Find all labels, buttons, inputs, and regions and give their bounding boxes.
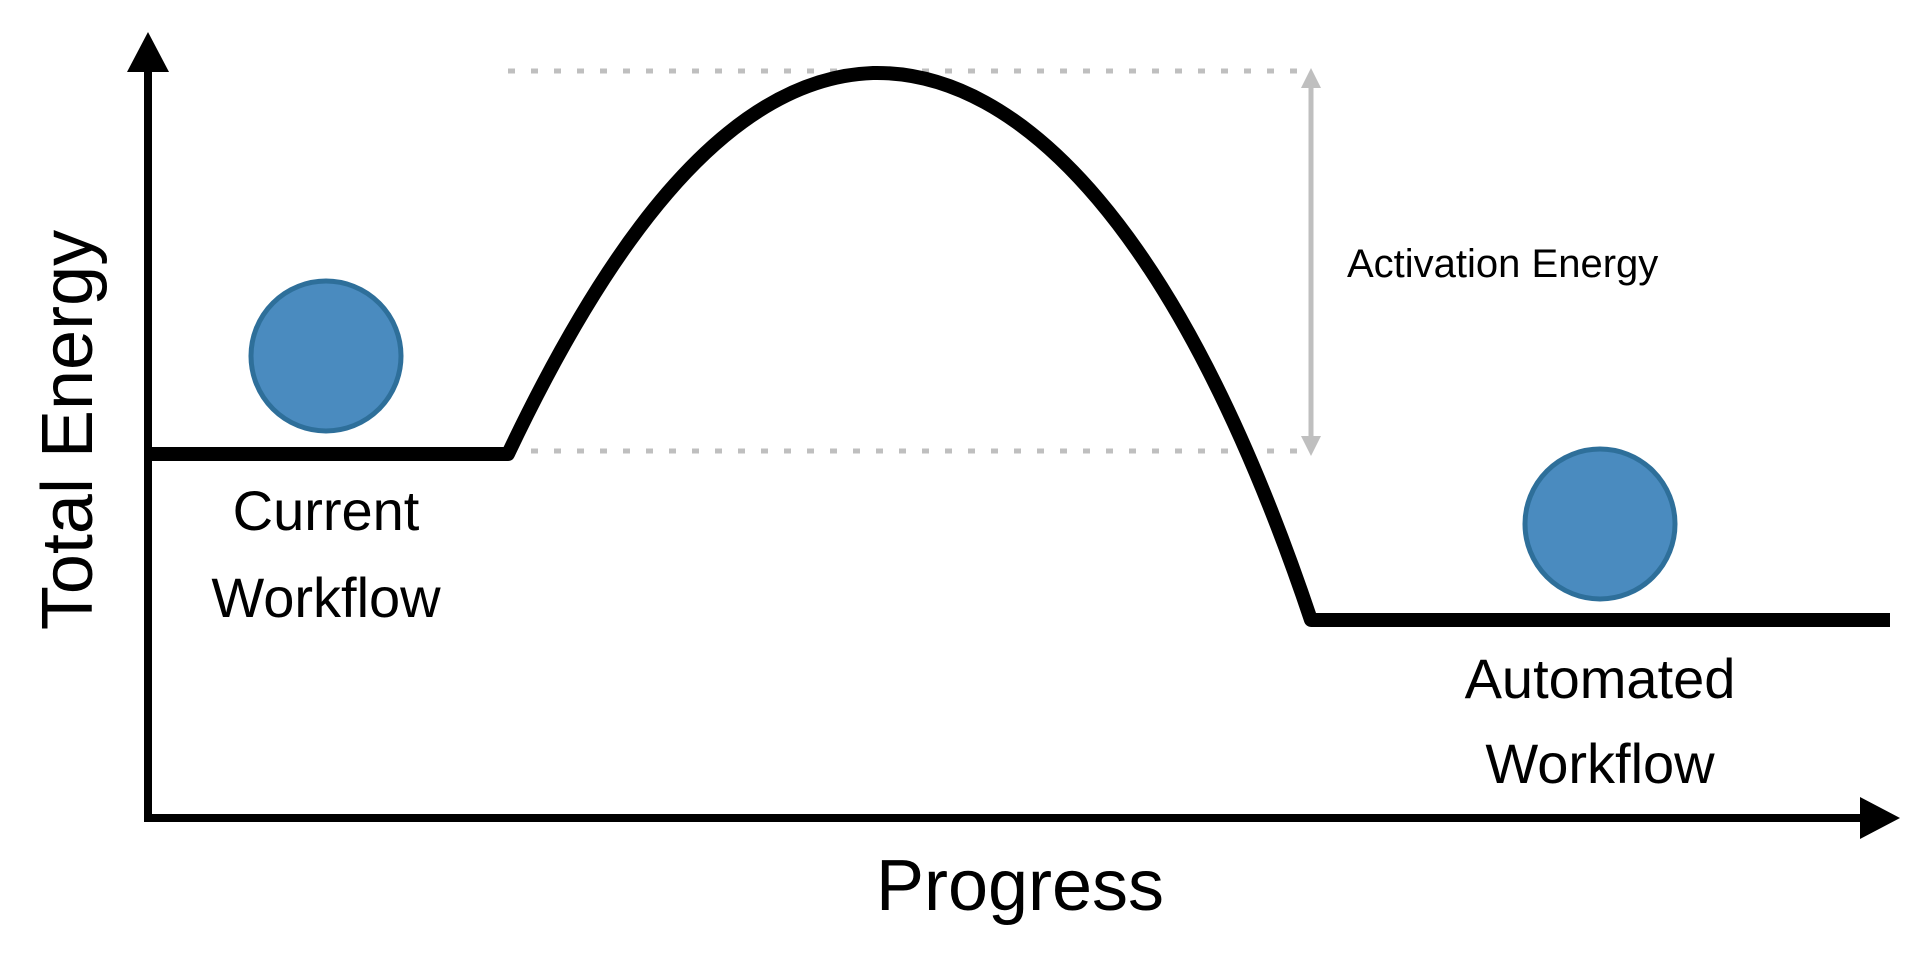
y-axis-arrow-icon xyxy=(127,32,169,72)
y-axis-label: Total Energy xyxy=(28,230,108,630)
current-state-label-line2: Workflow xyxy=(211,566,441,629)
activation-arrow-down-icon xyxy=(1301,436,1321,456)
activation-energy-label: Activation Energy xyxy=(1347,242,1658,286)
final-state-label-line1: Automated xyxy=(1465,647,1736,710)
energy-curve xyxy=(150,65,1890,627)
final-state-label-line2: Workflow xyxy=(1485,732,1715,795)
current-state-ball xyxy=(248,278,404,434)
final-state-ball xyxy=(1522,446,1678,602)
x-axis-label: Progress xyxy=(876,846,1164,926)
x-axis-arrow-icon xyxy=(1860,797,1900,839)
current-state-label-line1: Current xyxy=(233,479,420,542)
activation-arrow-up-icon xyxy=(1301,68,1321,88)
